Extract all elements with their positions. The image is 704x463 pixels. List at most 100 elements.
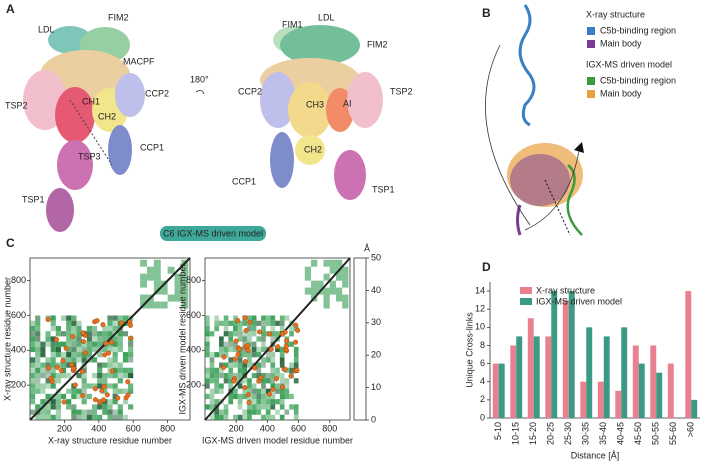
contact-cell (205, 346, 210, 353)
contact-cell (35, 352, 41, 358)
contact-cell (35, 372, 41, 379)
crosslink-dot (275, 344, 281, 350)
contact-cell (228, 357, 234, 363)
contact-cell (270, 331, 276, 337)
contact-cell (35, 341, 41, 347)
legend-swatch (587, 77, 595, 85)
colorbar-unit: Å (364, 243, 370, 253)
contact-cell (261, 341, 266, 347)
crosslink-dot (100, 322, 106, 328)
contact-cell (55, 399, 61, 405)
contact-cell (205, 315, 210, 321)
domain-label: TSP1 (372, 184, 395, 194)
contact-cell (247, 315, 252, 321)
legend-label: IGX-MS driven model (536, 296, 622, 306)
contact-cell (45, 409, 51, 415)
contact-cell (30, 357, 36, 363)
contact-cell (112, 399, 118, 405)
contact-cell (251, 325, 257, 332)
contact-cell (275, 320, 280, 326)
contact-cell (128, 352, 134, 358)
contact-cell (112, 414, 118, 420)
model-tag-text: C6 IGX-MS driven model (163, 228, 263, 238)
contact-cell (311, 287, 318, 295)
contact-cell (86, 331, 92, 337)
contact-cell (181, 266, 189, 274)
contact-cell (242, 388, 248, 394)
crosslink-dot (268, 346, 274, 352)
contact-cell (97, 414, 103, 420)
contact-cell (242, 393, 248, 400)
bar (545, 336, 552, 418)
contact-cell (251, 393, 257, 400)
contact-cell (342, 273, 349, 281)
bar (527, 318, 534, 418)
contact-cell (323, 273, 330, 281)
contact-cell (102, 325, 108, 332)
contact-cell (81, 399, 87, 405)
contact-cell (76, 346, 82, 353)
x-tick-label: 800 (160, 423, 175, 433)
contact-cell (71, 331, 77, 337)
contact-cell (223, 414, 229, 420)
contact-cell (237, 320, 243, 326)
crosslink-dot (92, 397, 98, 403)
contact-cell (279, 325, 285, 332)
contact-cell (50, 341, 56, 347)
contact-cell (66, 336, 72, 342)
contact-cell (40, 383, 46, 389)
bar (656, 372, 663, 418)
contact-cell (174, 273, 182, 281)
contact-cell (270, 362, 276, 368)
structure-right (260, 25, 383, 200)
contact-cell (102, 378, 108, 384)
contact-cell (112, 341, 118, 347)
contact-cell (55, 331, 61, 337)
contact-cell (117, 341, 123, 347)
contact-cell (60, 315, 67, 321)
contact-cell (102, 372, 108, 379)
contact-cell (237, 362, 243, 368)
contact-cell (265, 357, 271, 363)
contact-cell (35, 414, 41, 420)
contact-cell (342, 280, 349, 288)
contact-cell (107, 372, 113, 379)
contact-cell (117, 346, 123, 353)
contact-cell (66, 315, 72, 321)
bar (516, 336, 523, 418)
contact-cell (247, 383, 252, 389)
contact-cell (140, 294, 147, 302)
contact-cell (209, 414, 215, 420)
contact-cell (40, 372, 46, 379)
contact-cell (214, 388, 220, 394)
contact-cell (60, 393, 67, 400)
contact-cell (247, 357, 252, 363)
contact-cell (265, 372, 271, 379)
colorbar-tick-label: 0 (371, 414, 376, 424)
y-axis-label: IGX-MS driven model residue number (177, 263, 187, 414)
contact-cell (35, 325, 41, 332)
contact-cell (112, 325, 118, 332)
domain-label: FIM2 (108, 12, 129, 22)
contact-cell (117, 404, 123, 410)
crosslink-dot (49, 378, 55, 384)
contact-cell (71, 315, 77, 321)
contact-cell (209, 352, 215, 358)
crosslink-dot (245, 343, 251, 349)
contact-cell (86, 383, 92, 389)
contact-cell (256, 388, 262, 394)
contact-cell (107, 362, 113, 368)
crosslink-dot (109, 368, 115, 374)
crosslink-dot (246, 400, 252, 406)
contact-cell (140, 280, 147, 288)
contact-cell (112, 409, 118, 415)
contact-cell (256, 367, 262, 373)
crosslink-dot (247, 319, 253, 325)
contact-cell (265, 388, 271, 394)
bar (603, 336, 610, 418)
contact-cell (270, 336, 276, 342)
contact-cell (35, 383, 41, 389)
contact-cell (181, 301, 189, 309)
contact-cell (214, 320, 220, 326)
bar (597, 381, 604, 418)
